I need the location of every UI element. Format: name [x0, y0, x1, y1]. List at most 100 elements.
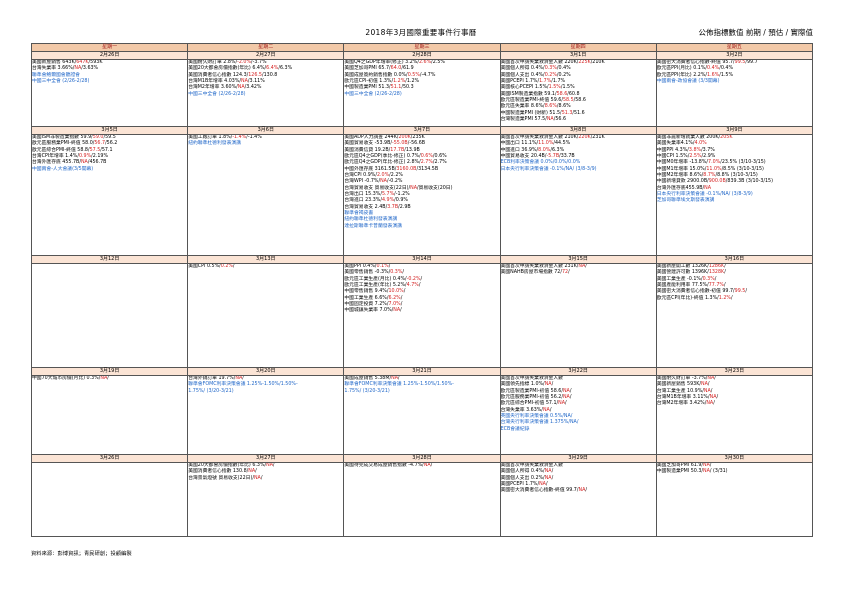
- estimate-value: 0.4%: [707, 66, 720, 72]
- indicator-text: /99.7: [745, 60, 758, 66]
- indicator-text: /-3.7%: [251, 60, 267, 66]
- indicator-text: /-56.6B: [407, 141, 426, 147]
- event-line: 1.75%/ (3/20-3/21): [189, 389, 343, 395]
- event-line: 台灣景氣燈號 貿易收支(22日)/NA/: [188, 475, 343, 482]
- day-events: 美國CPI 0.5%/0.2%/: [187, 263, 345, 368]
- day-events: [30, 462, 189, 537]
- estimate-value: NA: [703, 463, 710, 469]
- event-line: 美國首次申請失業救濟金人數 210K/220K/231K: [501, 136, 655, 142]
- event-note: 中國三中全會 (2/26-2/28): [344, 91, 402, 97]
- indicator-text: /: [255, 469, 257, 475]
- indicator-text: 中國M2年增率 8.6%/: [656, 173, 704, 179]
- indicator-text: 歐元區工業生產(月比) 0.4%/: [344, 276, 407, 282]
- event-line: 中國兩會-政協會議 (3/3開幕): [657, 79, 811, 85]
- day-events: 美國新屋銷售 643K/647K/593K 台灣失業率 3.66%/NA/3.63…: [30, 59, 189, 127]
- indicator-text: /6.3%: [278, 66, 293, 72]
- estimate-value: 56.7: [94, 141, 106, 147]
- indicator-text: /: [716, 395, 719, 401]
- estimate-value: NA: [235, 376, 243, 382]
- calendar-body: 2月26日 2月27日 2月28日 3月1日 3月2日 美國新屋銷售 643K/647K/…: [30, 51, 814, 537]
- event-line: 中國三中全會 (2/26-2/28): [189, 92, 343, 98]
- event-line: 美國新屋開工數 1326K/1286K/: [657, 265, 811, 271]
- indicator-text: 美國ISM非製造業指數 59.9/: [32, 135, 93, 141]
- indicator-text: /56.2: [105, 141, 118, 147]
- event-line: 中國新增貸款 2900.0B/900.0B/839.3B (3/10-3/15): [657, 179, 811, 185]
- day-date: 2月26日: [30, 51, 189, 60]
- event-line: 美國首次申請失業救濟金人數: [501, 377, 655, 383]
- estimate-value: -5.7B: [546, 154, 560, 160]
- event-line: 台灣外銷訂單 19.7%/NA/: [189, 376, 343, 383]
- weekday-fri: 星期五: [655, 43, 814, 52]
- indicator-text: 中國城鎮失業率 7.0%/: [344, 308, 394, 314]
- event-note: 英國央行利率決策會議 0.5%/NA/: [500, 414, 573, 420]
- event-line: 歐元區PPI(月比) 0.1%/0.4%/0.4%: [657, 66, 811, 72]
- day-events: 中國70大城市房價(月比) 0.3%/NA/: [30, 375, 189, 455]
- estimate-value: 6.4%: [266, 66, 279, 72]
- indicator-text: 美國核心PCEPI 1.5%/: [500, 85, 549, 91]
- estimate-value: NA: [74, 66, 82, 72]
- weekday-wed: 星期三: [343, 43, 501, 52]
- event-line: 歐元區服務業PMI-終值 58.0/56.7/56.2: [33, 141, 187, 147]
- indicator-text: /0.9%: [394, 198, 408, 204]
- date-row: 3月19日 3月20日 3月21日 3月22日 3月23日: [30, 367, 814, 376]
- estimate-value: NA: [546, 117, 554, 123]
- estimate-value: NA: [237, 85, 245, 91]
- legend-note: 公佈指標數值 前期 / 預估 / 實際值: [698, 28, 813, 37]
- day-events: 美國20大都會房價指數(年比) 6.3%/NA/美國消費者信心指數 130.8/…: [187, 462, 345, 537]
- indicator-text: /8.8% (3/10-3/15): [715, 173, 758, 179]
- estimate-value: 0.3%: [390, 270, 403, 276]
- estimate-value: NA: [248, 469, 256, 475]
- indicator-text: 美國營建許可數 1396K/: [656, 270, 709, 276]
- indicator-text: 台灣景氣燈號 貿易收支(22日)/: [188, 475, 254, 481]
- estimate-value: NA: [558, 401, 566, 407]
- event-line: 美國新屋銷售 643K/647K/593K: [33, 60, 187, 67]
- indicator-text: 中國進口 36.9%/: [500, 147, 539, 153]
- estimate-value: NA: [703, 469, 710, 475]
- indicator-text: 美國零售銷售 -0.3%/: [344, 270, 391, 276]
- indicator-text: /0.4%: [719, 66, 734, 72]
- indicator-text: 美國領先指標 1.0%/: [500, 382, 545, 388]
- event-line: 台灣WPI -0.7%/NA/-0.2%: [345, 179, 499, 185]
- indicator-text: 美國芝加哥PMI 61.9/: [656, 463, 704, 469]
- day-events: 美國非農新增就業人數 200K/205K 美國失業率4.1%/4.0% 中國PPI …: [655, 134, 814, 256]
- indicator-text: 美國20大都會房價指數(年比) 6.4%/: [188, 66, 267, 72]
- day-events: 美國首次申請失業救濟金人數 220K/225K/210K 美國個人所得 0.4%/…: [499, 59, 657, 127]
- event-line: 歐元區綜合PMI-初值 57.1/NA/: [500, 401, 655, 407]
- event-line: 美國核心PCEPI 1.5%/1.5%/1.5%: [500, 85, 655, 91]
- indicator-text: 美國失業率4.1%/: [656, 141, 695, 147]
- indicator-text: 中國70大城市房價(月比) 0.3%/: [32, 376, 101, 382]
- indicator-text: /0.4%: [556, 66, 571, 72]
- indicator-text: 歐元區綜合PMI-初值 57.1/: [500, 401, 559, 407]
- day-events: 美國芝加哥PMI 61.9/NA/中國製造業PMI 50.3/NA/ (3/31…: [655, 462, 814, 537]
- indicator-text: 台灣貿易收支 貿易收支(22日)/: [344, 185, 411, 191]
- indicator-text: /2.5%: [431, 60, 445, 66]
- indicator-text: /: [551, 469, 554, 475]
- indicator-text: 美國待完成交易成屋銷售指數 -4.7%/: [344, 463, 424, 469]
- event-line: 英國央行利率決策會議 0.5%/NA/: [500, 414, 655, 420]
- indicator-text: 台灣M2年增率 3.60%/: [188, 85, 238, 91]
- day-events: 美國首次申請失業救濟金人數 美國領先指標 1.0%/NA/歐元區製造業PMI-初值…: [499, 375, 657, 455]
- event-line: 美國密大消費者信心指數-終值 95.7/99.5/99.7: [657, 60, 811, 67]
- event-line: 美國芝加哥PMI 61.9/NA/: [656, 463, 811, 470]
- estimate-value: 11.0%: [538, 141, 554, 147]
- indicator-text: 美國個人支出 0.2%/: [500, 475, 545, 481]
- event-line: 台灣失業率 3.63%/NA/: [501, 408, 655, 414]
- indicator-text: /2.9B: [398, 204, 411, 210]
- event-line: 台灣M2年增率 3.42%/NA/: [657, 401, 811, 407]
- day-events: 美國成屋銷售 5.38M/NA/聯準會FOMC利率決策會議 1.25%-1.50…: [343, 375, 501, 455]
- estimate-value: 647K: [76, 60, 89, 66]
- event-line: 美國成屋銷售 5.38M/NA/: [345, 377, 499, 383]
- event-note: 紐約聯準杜德利發表演講: [344, 217, 398, 223]
- event-line: 中國工業生產 6.6%/6.2%/: [345, 296, 499, 302]
- indicator-text: 美國個人所得 0.4%/: [500, 66, 545, 72]
- event-line: 中國三中全會 (2/26-2/28): [33, 79, 187, 85]
- event-line: 美國20大都會房價指數(年比) 6.3%/NA/: [189, 464, 343, 470]
- estimate-value: 2.5%: [689, 154, 702, 160]
- estimate-value: NA: [562, 388, 570, 394]
- indicator-text: /13.9B: [404, 147, 420, 153]
- estimate-value: 58.5: [562, 98, 574, 104]
- estimate-value: 2.7%: [420, 160, 433, 166]
- indicator-text: 中國製造業PMI (財新) 51.5/: [500, 110, 562, 116]
- indicator-text: /23.5% (3/10-3/15): [720, 160, 766, 166]
- estimate-value: 17.7B: [390, 147, 405, 153]
